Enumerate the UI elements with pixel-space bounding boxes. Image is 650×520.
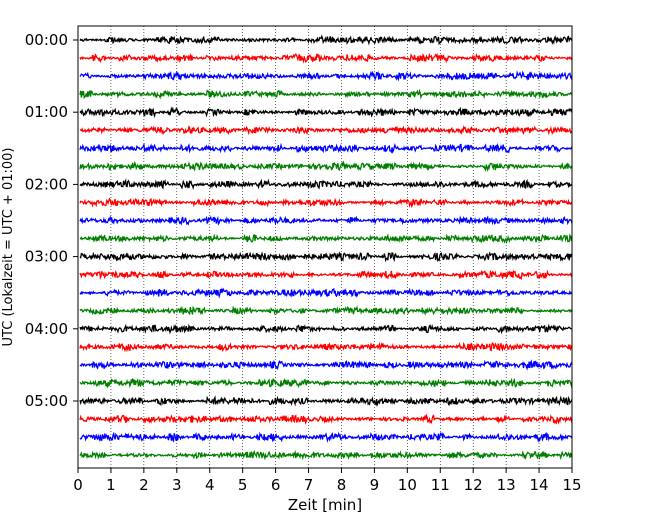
trace-0130 [79,142,573,155]
trace-0500 [79,395,573,407]
plot-frame [77,25,573,469]
trace-0045 [79,88,573,100]
trace-0145 [79,160,573,173]
y-axis-ticks: 00:00 01:00 02:00 03:00 04:00 05:00 [25,31,78,410]
x-tick-label-14: 14 [530,476,549,494]
x-tick-label-4: 4 [205,476,215,494]
x-tick-label-0: 0 [73,476,83,494]
trace-0345 [79,305,573,316]
trace-0445 [79,377,573,389]
y-tick-label-0500: 05:00 [25,392,68,410]
x-tick-label-3: 3 [172,476,182,494]
trace-0015 [79,52,573,64]
trace-0030 [79,70,573,82]
x-tick-label-9: 9 [370,476,380,494]
trace-0515 [79,413,573,425]
seismogram-traces [79,34,573,461]
trace-0000 [79,34,573,46]
x-tick-label-8: 8 [337,476,347,494]
trace-0245 [79,233,573,245]
x-tick-label-13: 13 [497,476,516,494]
trace-0330 [79,287,573,299]
x-tick-label-2: 2 [139,476,149,494]
x-tick-label-12: 12 [464,476,483,494]
trace-0315 [79,269,573,281]
x-axis-ticks: 0 1 2 3 4 5 6 7 8 9 10 11 12 13 14 15 [73,468,582,494]
trace-0200 [79,178,573,191]
trace-0530 [79,431,573,444]
y-axis-label: UTC (Lokalzeit = UTC + 01:00) [1,148,16,347]
y-tick-label-0400: 04:00 [25,320,68,338]
trace-0545 [79,449,573,461]
x-tick-label-11: 11 [431,476,450,494]
trace-0430 [79,359,573,371]
x-tick-label-7: 7 [304,476,314,494]
x-tick-label-5: 5 [238,476,248,494]
x-tick-label-1: 1 [106,476,116,494]
y-tick-label-0000: 00:00 [25,31,68,49]
x-tick-label-6: 6 [271,476,281,494]
trace-0415 [79,341,573,353]
trace-0215 [79,197,573,209]
y-tick-label-0200: 02:00 [25,175,68,193]
trace-0300 [79,251,573,263]
x-axis-label: Zeit [min] [288,496,362,514]
trace-0230 [79,215,573,226]
x-tick-label-10: 10 [398,476,417,494]
y-tick-label-0100: 01:00 [25,103,68,121]
trace-0115 [79,125,573,136]
y-tick-label-0300: 03:00 [25,248,68,266]
x-tick-label-15: 15 [562,476,581,494]
trace-0400 [79,323,573,335]
trace-0100 [79,106,573,119]
